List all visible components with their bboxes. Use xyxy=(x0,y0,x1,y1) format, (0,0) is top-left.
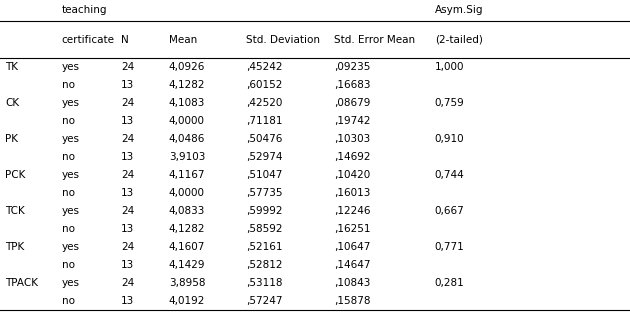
Text: yes: yes xyxy=(62,170,80,180)
Text: 4,1083: 4,1083 xyxy=(169,98,205,108)
Text: TPK: TPK xyxy=(5,242,25,252)
Text: 4,1167: 4,1167 xyxy=(169,170,205,180)
Text: ,16013: ,16013 xyxy=(334,188,370,198)
Text: ,57247: ,57247 xyxy=(246,296,282,306)
Text: ,59992: ,59992 xyxy=(246,206,282,216)
Text: Std. Error Mean: Std. Error Mean xyxy=(334,35,415,44)
Text: 1,000: 1,000 xyxy=(435,62,464,72)
Text: ,57735: ,57735 xyxy=(246,188,282,198)
Text: 4,1282: 4,1282 xyxy=(169,80,205,90)
Text: ,50476: ,50476 xyxy=(246,134,282,144)
Text: 24: 24 xyxy=(121,206,134,216)
Text: 4,0926: 4,0926 xyxy=(169,62,205,72)
Text: ,51047: ,51047 xyxy=(246,170,282,180)
Text: 4,0000: 4,0000 xyxy=(169,116,205,126)
Text: ,16683: ,16683 xyxy=(334,80,370,90)
Text: 4,0192: 4,0192 xyxy=(169,296,205,306)
Text: yes: yes xyxy=(62,98,80,108)
Text: no: no xyxy=(62,116,75,126)
Text: 0,281: 0,281 xyxy=(435,278,464,288)
Text: ,10647: ,10647 xyxy=(334,242,370,252)
Text: ,52974: ,52974 xyxy=(246,152,282,162)
Text: 13: 13 xyxy=(121,296,134,306)
Text: ,14692: ,14692 xyxy=(334,152,370,162)
Text: ,10843: ,10843 xyxy=(334,278,370,288)
Text: 24: 24 xyxy=(121,170,134,180)
Text: no: no xyxy=(62,224,75,234)
Text: ,14647: ,14647 xyxy=(334,260,370,270)
Text: no: no xyxy=(62,152,75,162)
Text: ,10303: ,10303 xyxy=(334,134,370,144)
Text: 0,744: 0,744 xyxy=(435,170,464,180)
Text: ,09235: ,09235 xyxy=(334,62,370,72)
Text: Std. Deviation: Std. Deviation xyxy=(246,35,319,44)
Text: ,10420: ,10420 xyxy=(334,170,370,180)
Text: ,15878: ,15878 xyxy=(334,296,370,306)
Text: Mean: Mean xyxy=(169,35,197,44)
Text: 13: 13 xyxy=(121,152,134,162)
Text: 13: 13 xyxy=(121,116,134,126)
Text: 3,9103: 3,9103 xyxy=(169,152,205,162)
Text: 0,759: 0,759 xyxy=(435,98,464,108)
Text: yes: yes xyxy=(62,206,80,216)
Text: ,19742: ,19742 xyxy=(334,116,370,126)
Text: 13: 13 xyxy=(121,188,134,198)
Text: 4,1429: 4,1429 xyxy=(169,260,205,270)
Text: 4,1282: 4,1282 xyxy=(169,224,205,234)
Text: (2-tailed): (2-tailed) xyxy=(435,35,483,44)
Text: 4,0000: 4,0000 xyxy=(169,188,205,198)
Text: 24: 24 xyxy=(121,278,134,288)
Text: PK: PK xyxy=(5,134,18,144)
Text: N: N xyxy=(121,35,129,44)
Text: yes: yes xyxy=(62,278,80,288)
Text: ,52161: ,52161 xyxy=(246,242,282,252)
Text: 4,1607: 4,1607 xyxy=(169,242,205,252)
Text: yes: yes xyxy=(62,242,80,252)
Text: ,42520: ,42520 xyxy=(246,98,282,108)
Text: teaching: teaching xyxy=(62,5,107,15)
Text: TPACK: TPACK xyxy=(5,278,38,288)
Text: 24: 24 xyxy=(121,98,134,108)
Text: 24: 24 xyxy=(121,62,134,72)
Text: 4,0486: 4,0486 xyxy=(169,134,205,144)
Text: no: no xyxy=(62,260,75,270)
Text: 3,8958: 3,8958 xyxy=(169,278,205,288)
Text: ,12246: ,12246 xyxy=(334,206,370,216)
Text: TK: TK xyxy=(5,62,18,72)
Text: yes: yes xyxy=(62,62,80,72)
Text: 0,771: 0,771 xyxy=(435,242,464,252)
Text: 13: 13 xyxy=(121,224,134,234)
Text: CK: CK xyxy=(5,98,19,108)
Text: Asym.Sig: Asym.Sig xyxy=(435,5,483,15)
Text: ,58592: ,58592 xyxy=(246,224,282,234)
Text: PCK: PCK xyxy=(5,170,25,180)
Text: no: no xyxy=(62,80,75,90)
Text: ,16251: ,16251 xyxy=(334,224,370,234)
Text: certificate: certificate xyxy=(62,35,115,44)
Text: 13: 13 xyxy=(121,80,134,90)
Text: ,52812: ,52812 xyxy=(246,260,282,270)
Text: ,45242: ,45242 xyxy=(246,62,282,72)
Text: 4,0833: 4,0833 xyxy=(169,206,205,216)
Text: 24: 24 xyxy=(121,242,134,252)
Text: no: no xyxy=(62,296,75,306)
Text: no: no xyxy=(62,188,75,198)
Text: 0,667: 0,667 xyxy=(435,206,464,216)
Text: ,08679: ,08679 xyxy=(334,98,370,108)
Text: ,60152: ,60152 xyxy=(246,80,282,90)
Text: 0,910: 0,910 xyxy=(435,134,464,144)
Text: ,53118: ,53118 xyxy=(246,278,282,288)
Text: yes: yes xyxy=(62,134,80,144)
Text: TCK: TCK xyxy=(5,206,25,216)
Text: ,71181: ,71181 xyxy=(246,116,282,126)
Text: 13: 13 xyxy=(121,260,134,270)
Text: 24: 24 xyxy=(121,134,134,144)
